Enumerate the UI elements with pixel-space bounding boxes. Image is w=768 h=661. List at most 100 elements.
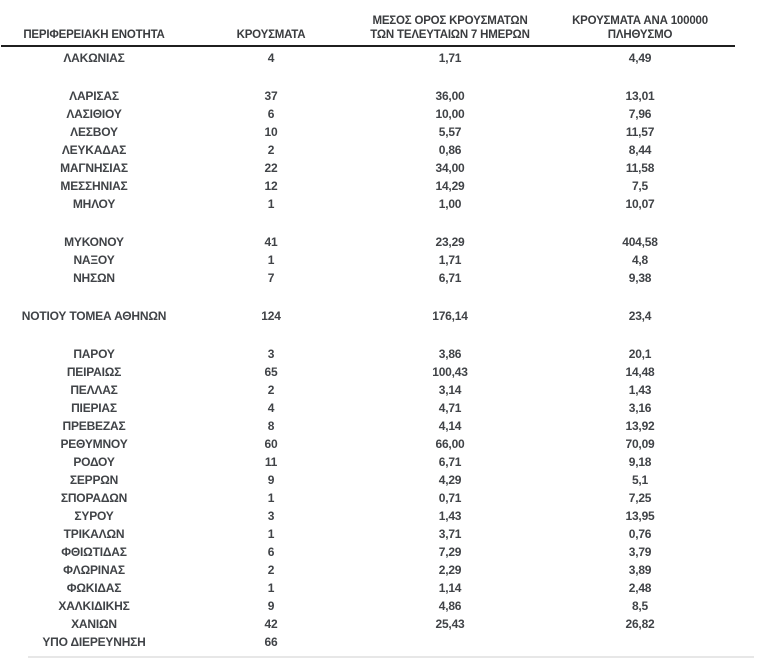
cell-regional-unit: ΦΛΩΡΙΝΑΣ [63,563,125,577]
cell-cases: 1 [267,581,275,595]
cell-per-100k: 23,4 [628,309,652,323]
cell-avg-7day: 14,29 [435,179,465,193]
cell-cases: 3 [267,509,275,523]
cell-avg-7day: 176,14 [432,309,468,323]
cell-per-100k: 0,76 [628,527,652,541]
cell-regional-unit: ΛΑΡΙΣΑΣ [69,89,119,103]
cell-per-100k: 7,96 [628,107,652,121]
group-spacer-row [1,67,735,87]
cell-cases: 11 [264,455,278,469]
cell-per-100k: 3,16 [628,401,652,415]
cell-cases: 4 [267,401,275,415]
cell-per-100k: 13,01 [625,89,655,103]
cell-avg-7day: 6,71 [438,271,462,285]
cell-avg-7day: 1,71 [438,51,462,65]
column-header-avg-7day: ΜΕΣΟΣ ΟΡΟΣ ΚΡΟΥΣΜΑΤΩΝ ΤΩΝ ΤΕΛΕΥΤΑΙΩΝ 7 Η… [355,4,545,47]
cell-avg-7day: 4,14 [438,419,462,433]
regional-cases-table: ΠΕΡΙΦΕΡΕΙΑΚΗ ΕΝΟΤΗΤΑ ΚΡΟΥΣΜΑΤΑ ΜΕΣΟΣ ΟΡΟ… [1,4,735,651]
table-row: ΝΑΞΟΥ 1 1,71 4,8 [1,251,735,269]
cell-avg-7day: 66,00 [435,437,465,451]
cell-regional-unit: ΣΥΡΟΥ [74,509,114,523]
cell-cases: 66 [264,635,278,649]
cell-avg-7day: 4,86 [438,599,462,613]
cell-per-100k: 2,48 [628,581,652,595]
cell-regional-unit: ΛΕΣΒΟΥ [70,125,118,139]
table-row: ΜΑΓΝΗΣΙΑΣ 22 34,00 11,58 [1,159,735,177]
cell-per-100k: 20,1 [628,347,652,361]
cell-cases: 2 [267,143,275,157]
table-row: ΛΕΣΒΟΥ 10 5,57 11,57 [1,123,735,141]
table-row: ΝΗΣΩΝ 7 6,71 9,38 [1,269,735,287]
table-row: ΣΥΡΟΥ 3 1,43 13,95 [1,507,735,525]
cell-cases: 37 [264,89,278,103]
cell-regional-unit: ΡΕΘΥΜΝΟΥ [60,437,128,451]
cell-regional-unit: ΧΑΛΚΙΔΙΚΗΣ [58,599,130,613]
column-header-per-100k: ΚΡΟΥΣΜΑΤΑ ΑΝΑ 100000 ΠΛΗΘΥΣΜΟ [545,4,735,47]
cell-avg-7day: 5,57 [438,125,462,139]
cell-per-100k: 7,25 [628,491,652,505]
cell-regional-unit: ΝΟΤΙΟΥ ΤΟΜΕΑ ΑΘΗΝΩΝ [21,309,167,323]
cell-cases: 7 [267,271,275,285]
cell-cases: 2 [267,383,275,397]
cell-cases: 22 [264,161,278,175]
table-row: ΠΡΕΒΕΖΑΣ 8 4,14 13,92 [1,417,735,435]
cell-regional-unit: ΝΑΞΟΥ [73,253,115,267]
cell-cases: 10 [264,125,278,139]
group-spacer-row [1,213,735,233]
cell-per-100k: 8,5 [631,599,649,613]
cell-avg-7day: 25,43 [435,617,465,631]
cell-avg-7day: 1,14 [438,581,462,595]
cell-per-100k: 4,49 [628,51,652,65]
cell-avg-7day: 3,71 [438,527,462,541]
cell-regional-unit: ΠΑΡΟΥ [73,347,115,361]
cell-cases: 1 [267,491,275,505]
cell-cases: 9 [267,473,275,487]
column-header-per-100k-label: ΚΡΟΥΣΜΑΤΑ ΑΝΑ 100000 ΠΛΗΘΥΣΜΟ [572,15,708,41]
group-spacer-cell [1,325,735,345]
cell-avg-7day: 0,86 [438,143,462,157]
cell-per-100k [545,633,735,651]
table-row: ΦΘΙΩΤΙΔΑΣ 6 7,29 3,79 [1,543,735,561]
group-spacer-row [1,287,735,307]
cell-avg-7day: 2,29 [438,563,462,577]
cell-per-100k: 3,89 [628,563,652,577]
cell-avg-7day: 100,43 [432,365,468,379]
cell-avg-7day: 6,71 [438,455,462,469]
cell-regional-unit: ΡΟΔΟΥ [73,455,115,469]
table-row: ΡΕΘΥΜΝΟΥ 60 66,00 70,09 [1,435,735,453]
table-row: ΝΟΤΙΟΥ ΤΟΜΕΑ ΑΘΗΝΩΝ 124 176,14 23,4 [1,307,735,325]
cell-per-100k: 8,44 [628,143,652,157]
table-row: ΧΑΛΚΙΔΙΚΗΣ 9 4,86 8,5 [1,597,735,615]
cell-regional-unit: ΜΑΓΝΗΣΙΑΣ [60,161,128,175]
table-row: ΣΕΡΡΩΝ 9 4,29 5,1 [1,471,735,489]
cell-per-100k: 3,79 [628,545,652,559]
table-row: ΠΙΕΡΙΑΣ 4 4,71 3,16 [1,399,735,417]
cell-avg-7day: 7,29 [438,545,462,559]
cell-avg-7day: 4,71 [438,401,462,415]
cell-regional-unit: ΠΕΛΛΑΣ [70,383,118,397]
cell-per-100k: 1,43 [628,383,652,397]
table-row: ΛΑΚΩΝΙΑΣ 4 1,71 4,49 [1,46,735,67]
table-row: ΧΑΝΙΩΝ 42 25,43 26,82 [1,615,735,633]
cell-cases: 65 [264,365,278,379]
cell-regional-unit: ΦΘΙΩΤΙΔΑΣ [61,545,127,559]
table-row: ΛΑΣΙΘΙΟΥ 6 10,00 7,96 [1,105,735,123]
column-header-regional-unit: ΠΕΡΙΦΕΡΕΙΑΚΗ ΕΝΟΤΗΤΑ [1,4,187,47]
cell-regional-unit: ΜΕΣΣΗΝΙΑΣ [60,179,128,193]
cell-cases: 3 [267,347,275,361]
page-bottom-divider [28,656,754,658]
table-row: ΠΕΙΡΑΙΩΣ 65 100,43 14,48 [1,363,735,381]
cell-cases: 42 [264,617,278,631]
cell-regional-unit: ΧΑΝΙΩΝ [71,617,117,631]
cell-per-100k: 5,1 [631,473,649,487]
cell-cases: 1 [267,527,275,541]
cell-regional-unit: ΤΡΙΚΑΛΩΝ [63,527,125,541]
cell-cases: 12 [264,179,278,193]
cell-cases: 1 [267,197,275,211]
cell-per-100k: 70,09 [625,437,655,451]
cell-cases: 60 [264,437,278,451]
column-header-cases-label: ΚΡΟΥΣΜΑΤΑ [236,28,306,41]
table-row: ΠΑΡΟΥ 3 3,86 20,1 [1,345,735,363]
cell-cases: 8 [267,419,275,433]
group-spacer-cell [1,67,735,87]
